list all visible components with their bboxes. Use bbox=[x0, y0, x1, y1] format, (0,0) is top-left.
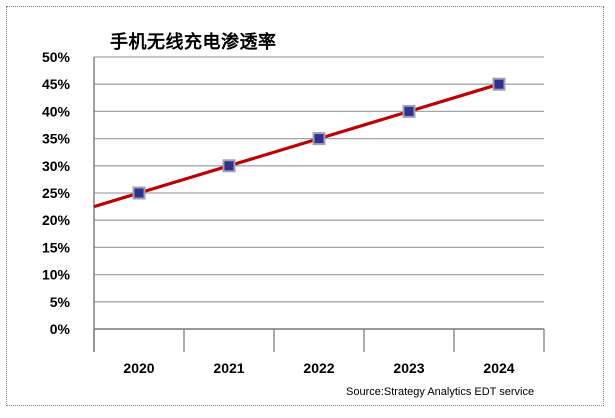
x-tick-label: 2024 bbox=[483, 360, 514, 376]
x-tick-label: 2020 bbox=[123, 360, 154, 376]
y-tick-label: 45% bbox=[42, 76, 71, 92]
data-point bbox=[132, 186, 146, 200]
x-tick-label: 2023 bbox=[393, 360, 424, 376]
y-tick-labels: 0% 5% 10% 15% 20% 25% 30% 35% 40% 45% 50% bbox=[42, 49, 71, 337]
data-point bbox=[492, 77, 506, 91]
data-point bbox=[222, 159, 236, 173]
trend-line bbox=[93, 82, 500, 209]
y-tick-label: 0% bbox=[50, 321, 71, 337]
y-tick-label: 30% bbox=[42, 158, 71, 174]
y-tick-label: 20% bbox=[42, 212, 71, 228]
y-tick-label: 25% bbox=[42, 185, 71, 201]
chart-title: 手机无线充电渗透率 bbox=[110, 32, 277, 53]
y-tick-label: 50% bbox=[42, 49, 71, 65]
axes bbox=[93, 57, 545, 352]
y-tick-label: 35% bbox=[42, 131, 71, 147]
data-point bbox=[312, 132, 326, 146]
x-tick-label: 2022 bbox=[303, 360, 334, 376]
y-tick-label: 10% bbox=[42, 267, 71, 283]
y-tick-label: 15% bbox=[42, 239, 71, 255]
grid-lines bbox=[94, 56, 544, 330]
chart-frame bbox=[6, 6, 604, 406]
x-tick-label: 2021 bbox=[213, 360, 244, 376]
y-tick-label: 5% bbox=[50, 294, 71, 310]
source-note: Source:Strategy Analytics EDT service bbox=[346, 386, 535, 398]
y-tick-label: 40% bbox=[42, 103, 71, 119]
data-point bbox=[402, 104, 416, 118]
x-tick-labels: 2020 2021 2022 2023 2024 bbox=[123, 360, 514, 376]
series bbox=[93, 77, 506, 209]
